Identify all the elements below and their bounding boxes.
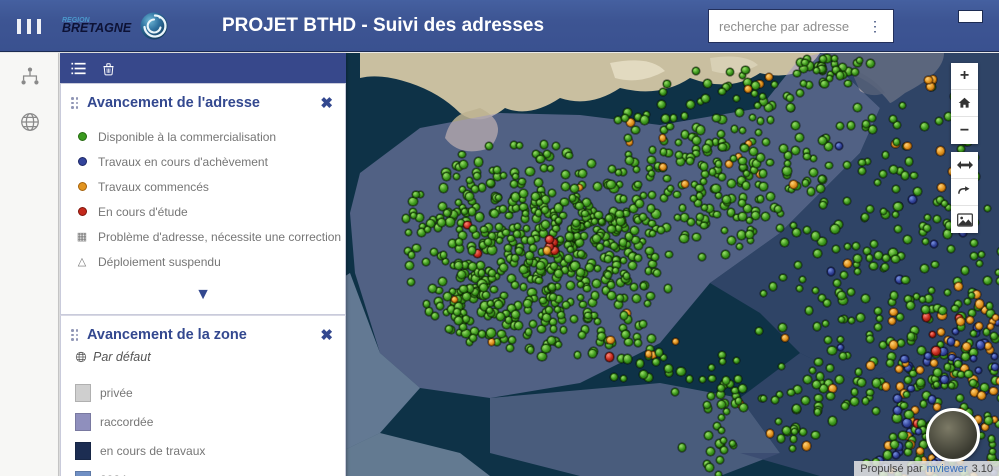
svg-text:BRETAGNE: BRETAGNE — [62, 21, 132, 35]
